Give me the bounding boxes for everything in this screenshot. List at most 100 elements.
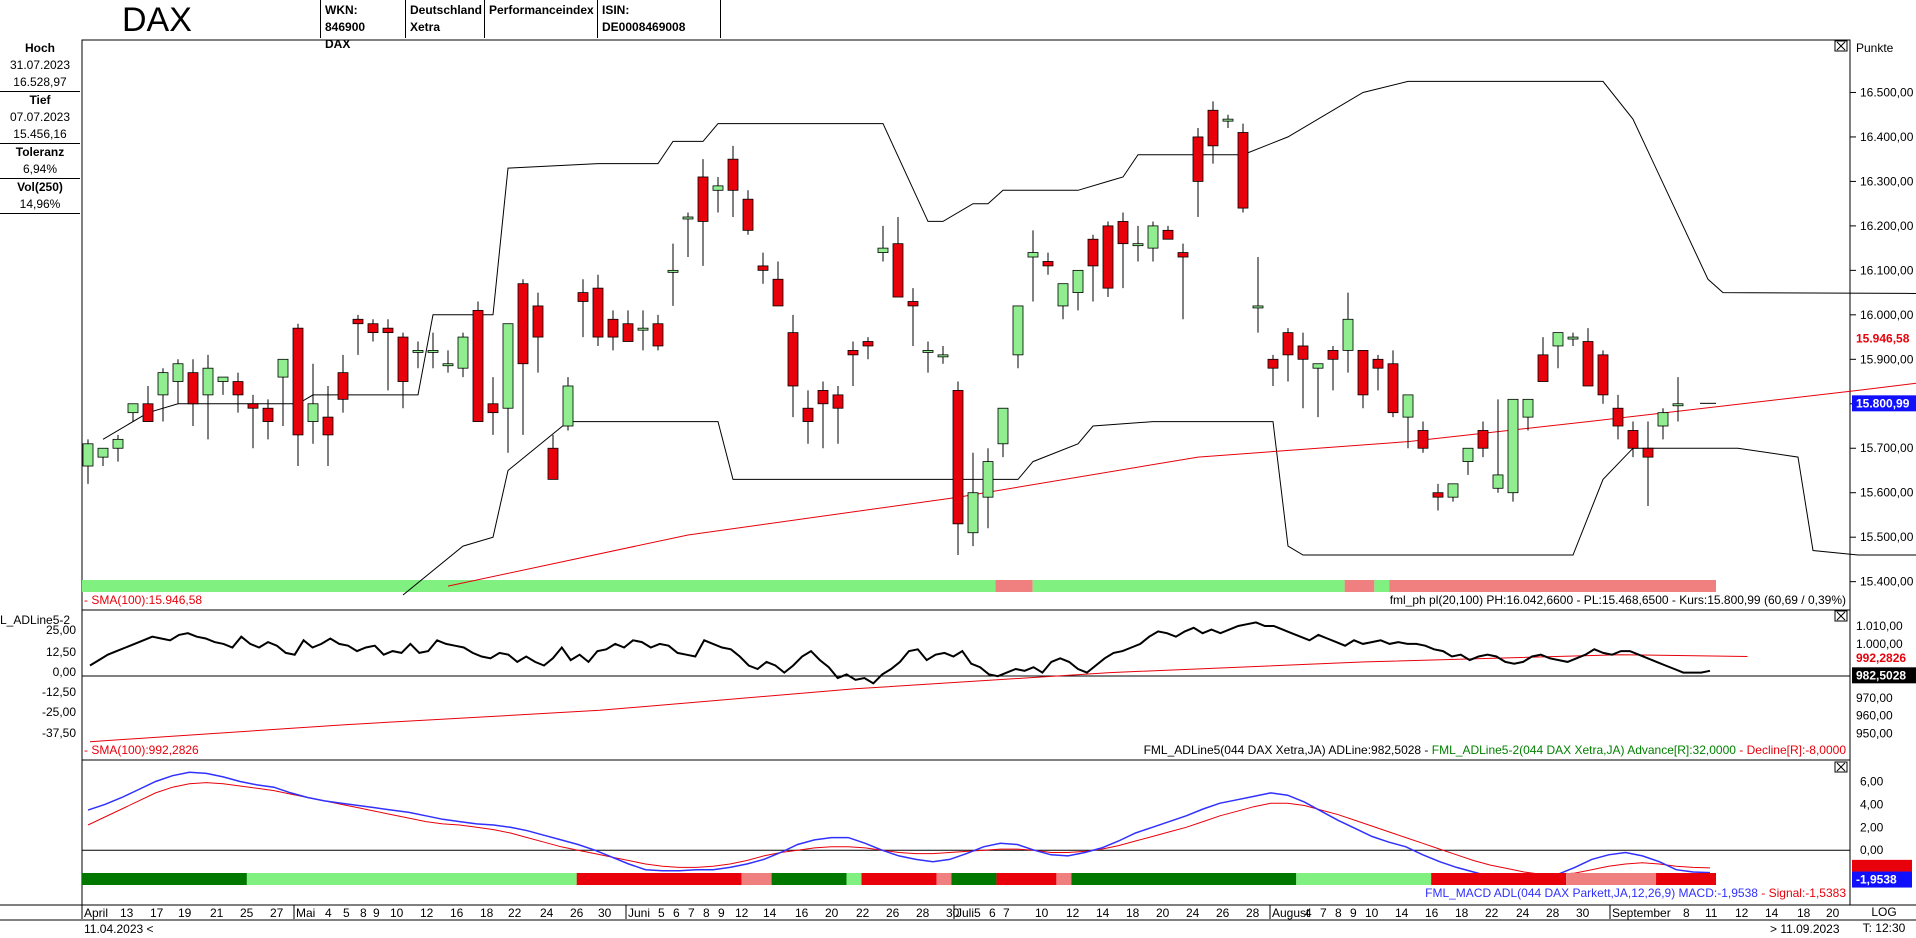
candle-body: [1492, 474, 1504, 489]
type-label: Performanceindex: [489, 3, 594, 17]
x-tick-label: 6: [673, 906, 680, 920]
isin-label: ISIN: DE0008469008: [602, 3, 686, 34]
candle-body: [817, 390, 829, 405]
x-tick-label: 5: [974, 906, 981, 920]
header-bar: DAX WKN: 846900 DAX Deutschland Xetra Pe…: [0, 0, 1916, 51]
macd-signal-segment: [936, 873, 952, 885]
candle-body: [1072, 269, 1084, 293]
tolerance-label: Toleranz: [15, 145, 65, 159]
candle-body: [442, 363, 454, 367]
x-tick-label: 22: [1485, 906, 1499, 920]
vol-box: Vol(250) 14,96%: [0, 179, 80, 214]
adline-left-tick: -25,00: [42, 705, 76, 719]
close-icon: [1836, 762, 1846, 772]
candle-body: [1627, 430, 1639, 449]
x-tick-label: 7: [1320, 906, 1327, 920]
log-box[interactable]: LOG T: 12:30: [1852, 904, 1916, 938]
candle-body: [757, 265, 769, 271]
high-label: Hoch: [25, 41, 55, 55]
x-tick-label: 5: [658, 906, 665, 920]
lower-channel-line: [402, 421, 1916, 596]
x-tick-label: 24: [540, 906, 554, 920]
candle-body: [1537, 354, 1549, 382]
candle-body: [1087, 238, 1099, 267]
low-box: Tief 07.07.2023 15.456,16: [0, 92, 80, 144]
candle-body: [427, 350, 439, 353]
price-ytick-label: 16.300,00: [1860, 174, 1914, 188]
x-tick-label: 14: [1395, 906, 1409, 920]
adline-left-tick: -12,50: [42, 685, 76, 699]
macd-signal-segment: [1656, 873, 1716, 885]
time-label: T: 12:30: [1862, 921, 1906, 935]
price-ytick-label: 16.200,00: [1860, 219, 1914, 233]
candle-body: [262, 407, 274, 422]
x-tick-label: 28: [916, 906, 930, 920]
candle-body: [277, 358, 289, 378]
x-tick-label: 22: [856, 906, 870, 920]
candle-body: [592, 287, 604, 338]
candle-body: [1567, 336, 1579, 340]
high-value: 16.528,97: [13, 75, 67, 89]
adline-line: [89, 621, 1711, 685]
price-legend-left: - SMA(100):15.946,58: [84, 593, 202, 607]
candle-body: [1462, 447, 1474, 462]
candle-body: [487, 403, 499, 414]
x-tick-label: 16: [795, 906, 809, 920]
candle-body: [1597, 354, 1609, 396]
macd-panel[interactable]: 0,00 2,00 4,00 6,00 -1,9538 FML_MACD ADL(044 …: [82, 761, 1912, 900]
adline-panel[interactable]: 950,00 960,00 970,00 1.000,00 1.010,00 25,00 1…: [0, 610, 1916, 757]
x-tick-label: 30: [1576, 906, 1590, 920]
candle-body: [562, 385, 574, 427]
x-tick-label: 28: [1246, 906, 1260, 920]
adline-sma-line: [89, 654, 1748, 743]
price-ytick-label: 15.900,00: [1860, 352, 1914, 366]
chart-frames: [0, 39, 1916, 921]
adline-ytick-label: 970,00: [1856, 691, 1893, 705]
x-tick-label: 4: [325, 906, 332, 920]
end-date[interactable]: > 11.09.2023: [1770, 922, 1840, 936]
candle-body: [1027, 252, 1039, 258]
price-panel[interactable]: 15.400,00 15.500,00 15.600,00 15.700,00 15.8…: [82, 40, 1916, 607]
candle-body: [1012, 305, 1024, 356]
x-tick-label: 8: [1683, 906, 1690, 920]
candle-body: [1192, 136, 1204, 182]
macd-signal-tag: [1852, 859, 1912, 872]
x-tick-label: 8: [360, 906, 367, 920]
candle-body: [1237, 132, 1249, 209]
adline-left-tick: -37,50: [42, 726, 76, 740]
macd-value-tag: [1852, 871, 1912, 888]
candle-body: [367, 323, 379, 334]
candle-body: [862, 341, 874, 347]
price-legend-right: fml_ph pl(20,100) PH:16.042,6600 - PL:15…: [1390, 593, 1846, 607]
start-date[interactable]: 11.04.2023 <: [84, 922, 154, 936]
candle-body: [787, 332, 799, 387]
macd-signal-segment: [1071, 873, 1297, 885]
candle-body: [337, 372, 349, 400]
candle-body: [547, 447, 559, 480]
candle-body: [502, 323, 514, 409]
candle-body: [1207, 109, 1219, 147]
macd-ytick-label: 4,00: [1860, 797, 1884, 811]
candle-body: [1042, 261, 1054, 267]
candle-body: [1342, 318, 1354, 351]
candle-body: [982, 461, 994, 498]
x-tick-label: 9: [718, 906, 725, 920]
x-tick-label: 10: [390, 906, 404, 920]
index-title: DAX: [122, 1, 192, 39]
price-ytick-label: 15.400,00: [1860, 575, 1914, 589]
x-tick-label: 14: [1096, 906, 1110, 920]
candle-body: [1642, 447, 1654, 458]
x-tick-label: 5: [343, 906, 350, 920]
high-date: 31.07.2023: [9, 58, 71, 72]
candle-body: [382, 327, 394, 334]
price-ytick-label: 16.400,00: [1860, 130, 1914, 144]
x-tick-label: 12: [1735, 906, 1749, 920]
candle-body: [637, 327, 649, 331]
log-label[interactable]: LOG: [1871, 905, 1897, 919]
high-box: Hoch 31.07.2023 16.528,97: [0, 40, 80, 92]
x-tick-label: 26: [570, 906, 584, 920]
macd-ytick-label: 0,00: [1860, 843, 1884, 857]
candle-body: [727, 158, 739, 191]
macd-signal-segment: [246, 873, 577, 885]
